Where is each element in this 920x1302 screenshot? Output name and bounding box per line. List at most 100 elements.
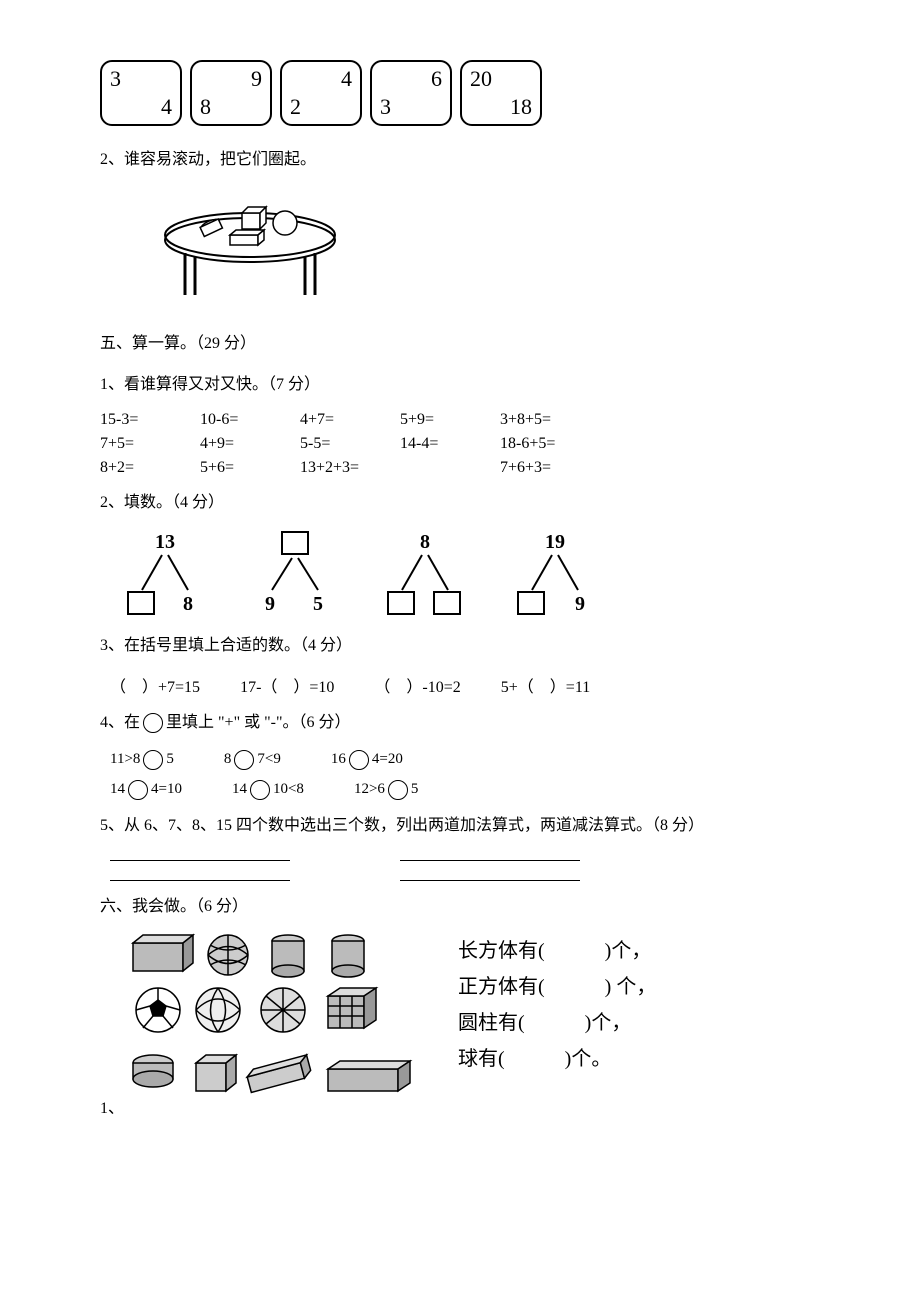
number-box: 20 18 — [460, 60, 542, 126]
circ-post: 7<9 — [257, 751, 280, 768]
svg-text:5: 5 — [313, 593, 323, 615]
circ-post: 4=10 — [151, 781, 182, 798]
eq-item: （ ）+7=15 — [110, 673, 200, 697]
eq-item: 17-（ ）=10 — [240, 673, 334, 697]
svg-text:19: 19 — [545, 531, 565, 553]
circ-item: 1410<8 — [232, 780, 304, 800]
box-value: 18 — [510, 94, 532, 120]
shapes-grid: 1、 — [100, 933, 418, 1118]
box-value: 9 — [251, 66, 262, 92]
number-bond: 9 5 — [250, 530, 340, 620]
calc-cell: 13+2+3= — [300, 459, 440, 477]
number-box: 6 3 — [370, 60, 452, 126]
box-value: 8 — [200, 94, 211, 120]
circ-item: 8 7<9 — [224, 750, 281, 770]
number-boxes-row: 3 4 9 8 4 2 6 3 20 18 — [100, 60, 820, 126]
circ-pre: 11>8 — [110, 751, 140, 768]
circle-icon — [388, 780, 408, 800]
blank-row — [110, 879, 820, 881]
circ-post: 5 — [411, 781, 419, 798]
calc-cell: 4+7= — [300, 411, 400, 429]
svg-text:8: 8 — [420, 531, 430, 553]
blank-line — [110, 879, 290, 881]
circ-pre: 8 — [224, 751, 232, 768]
svg-text:8: 8 — [183, 593, 193, 615]
box-value: 3 — [380, 94, 391, 120]
box-value: 2 — [290, 94, 301, 120]
blank-line — [400, 879, 580, 881]
calc-cell: 5+9= — [400, 411, 500, 429]
q5-4-post: 里填上 "+" 或 "-"。（6 分） — [166, 714, 350, 731]
section-5-title: 五、算一算。（29 分） — [100, 330, 820, 359]
circ-row-1: 11>8 5 8 7<9 16 4=20 — [110, 750, 820, 770]
calc-cell: 18-6+5= — [500, 435, 640, 453]
question-5-4: 4、在 里填上 "+" 或 "-"。（6 分） — [100, 709, 820, 738]
number-box: 3 4 — [100, 60, 182, 126]
circ-post: 5 — [166, 751, 174, 768]
blank-row — [110, 859, 820, 861]
shape-line: 圆柱有( )个， — [458, 1005, 656, 1041]
eq-item: 5+（ ）=11 — [501, 673, 590, 697]
circle-icon — [143, 750, 163, 770]
box-value: 4 — [161, 94, 172, 120]
circle-icon — [234, 750, 254, 770]
box-value: 4 — [341, 66, 352, 92]
blank-line — [110, 859, 290, 861]
circle-icon — [349, 750, 369, 770]
svg-text:9: 9 — [265, 593, 275, 615]
circ-pre: 14 — [110, 781, 125, 798]
question-5-5: 5、从 6、7、8、15 四个数中选出三个数，列出两道加法算式，两道减法算式。（… — [100, 812, 820, 841]
calc-cell — [440, 459, 500, 477]
box-value: 20 — [470, 66, 492, 92]
shape-line: 长方体有( )个， — [458, 933, 656, 969]
eq-item: （ ）-10=2 — [374, 673, 460, 697]
number-bond: 8 — [380, 530, 470, 620]
circ-item: 11>8 5 — [110, 750, 174, 770]
calc-cell: 3+8+5= — [500, 411, 640, 429]
svg-text:9: 9 — [575, 593, 585, 615]
calc-cell: 7+5= — [100, 435, 200, 453]
circ-item: 16 4=20 — [331, 750, 403, 770]
table-shapes-icon — [150, 195, 350, 305]
number-box: 9 8 — [190, 60, 272, 126]
calc-cell: 4+9= — [200, 435, 300, 453]
question-2: 2、谁容易滚动，把它们圈起。 — [100, 146, 820, 175]
circle-icon — [128, 780, 148, 800]
circ-item: 14 4=10 — [110, 780, 182, 800]
circ-post: 4=20 — [372, 751, 403, 768]
calc-row: 15-3= 10-6= 4+7= 5+9= 3+8+5= — [100, 411, 820, 429]
circ-pre: 14 — [232, 781, 247, 798]
q6-label: 1、 — [100, 1100, 124, 1117]
question-5-1: 1、看谁算得又对又快。（7 分） — [100, 371, 820, 400]
blank-line — [400, 859, 580, 861]
q5-4-pre: 4、在 — [100, 714, 140, 731]
shape-line: 正方体有( ) 个， — [458, 969, 656, 1005]
calc-cell: 7+6+3= — [500, 459, 640, 477]
calc-cell: 8+2= — [100, 459, 200, 477]
box-value: 6 — [431, 66, 442, 92]
section-6-title: 六、我会做。（6 分） — [100, 893, 820, 922]
calc-cell: 15-3= — [100, 411, 200, 429]
number-bond: 13 8 — [120, 530, 210, 620]
calc-row: 8+2= 5+6= 13+2+3= 7+6+3= — [100, 459, 820, 477]
box-value: 3 — [110, 66, 121, 92]
calc-cell: 5+6= — [200, 459, 300, 477]
number-bonds-row: 13 8 9 5 8 19 9 — [120, 530, 820, 620]
calc-cell: 14-4= — [400, 435, 500, 453]
number-bond: 19 9 — [510, 530, 600, 620]
svg-text:13: 13 — [155, 531, 175, 553]
shapes-questions: 长方体有( )个， 正方体有( ) 个， 圆柱有( )个， 球有( )个。 — [458, 933, 656, 1077]
eq-row: （ ）+7=15 17-（ ）=10 （ ）-10=2 5+（ ）=11 — [110, 673, 820, 697]
calc-row: 7+5= 4+9= 5-5= 14-4= 18-6+5= — [100, 435, 820, 453]
calc-cell: 5-5= — [300, 435, 400, 453]
shape-line: 球有( )个。 — [458, 1041, 656, 1077]
circ-item: 12>65 — [354, 780, 418, 800]
circ-row-2: 14 4=10 1410<8 12>65 — [110, 780, 820, 800]
circle-icon — [143, 713, 163, 733]
shapes-grid-icon — [128, 933, 418, 1113]
section-6-content: 1、 — [100, 933, 820, 1118]
circle-icon — [250, 780, 270, 800]
question-5-3: 3、在括号里填上合适的数。（4 分） — [100, 632, 820, 661]
calc-cell: 10-6= — [200, 411, 300, 429]
circ-pre: 16 — [331, 751, 346, 768]
